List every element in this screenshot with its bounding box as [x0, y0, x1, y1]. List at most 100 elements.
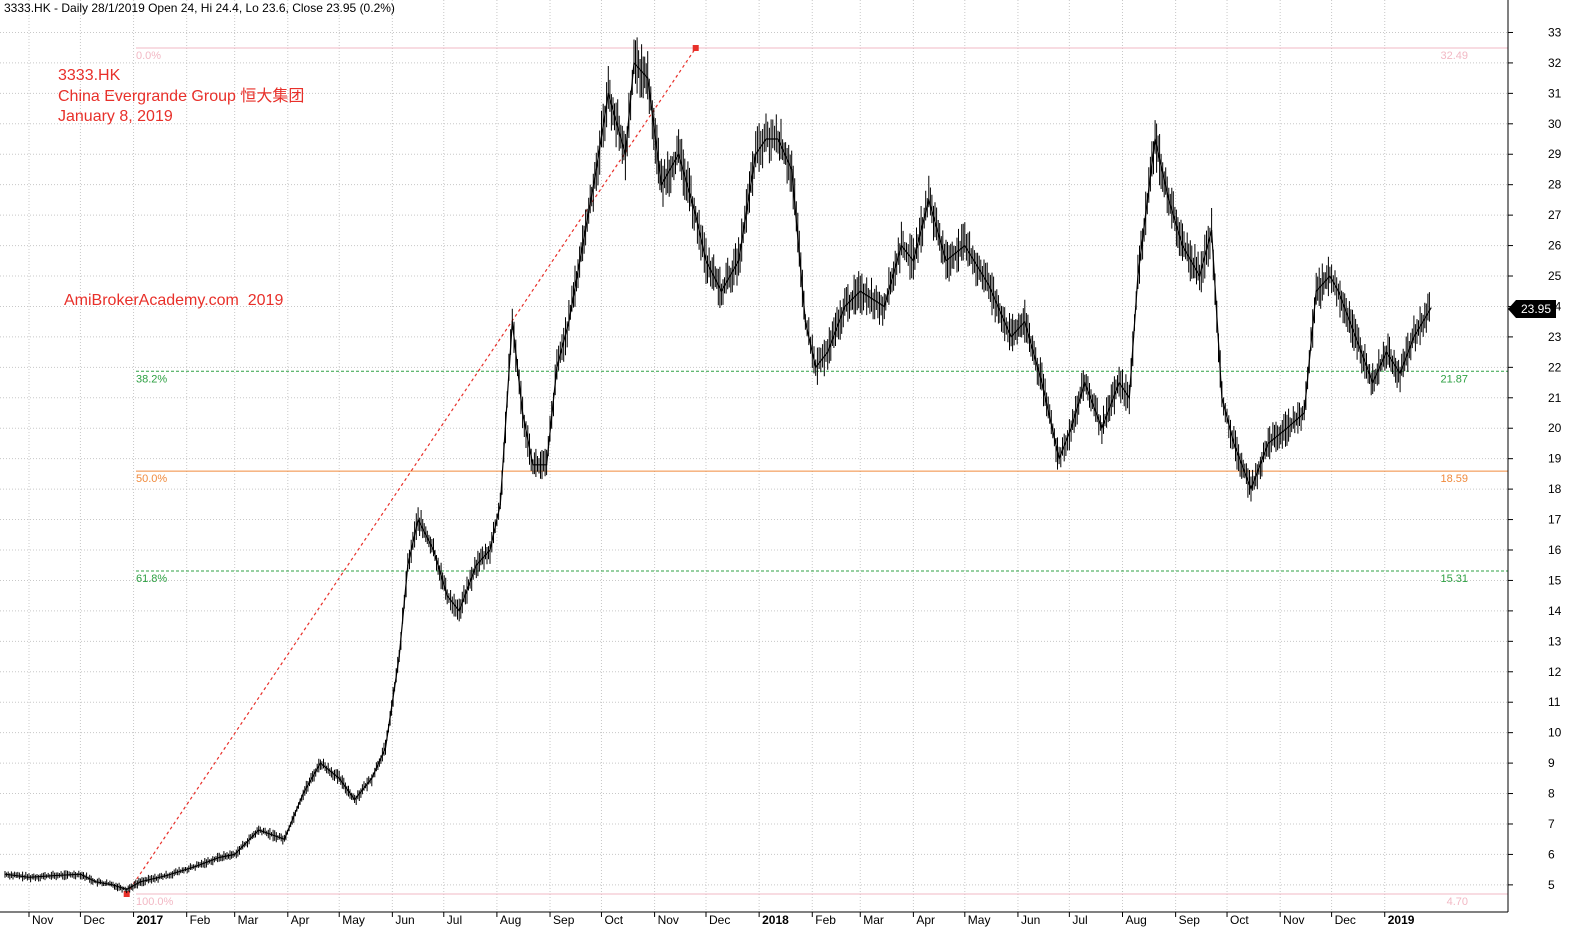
y-tick-label: 18: [1548, 482, 1562, 496]
price-point: [928, 199, 930, 201]
price-point: [1286, 427, 1288, 429]
price-point: [1267, 442, 1269, 445]
y-tick-label: 13: [1548, 634, 1562, 648]
fib-pct-label: 61.8%: [136, 573, 167, 585]
price-point: [28, 876, 30, 878]
price-point: [1084, 381, 1086, 384]
price-point: [1010, 336, 1012, 338]
trendline-start-point: [123, 891, 130, 897]
annotation-date: January 8, 2019: [58, 108, 173, 125]
fibonacci-levels: 0.0% 32.49 38.2% 21.87 50.0% 18.59 61.8% 15.31 1…: [136, 47, 1508, 908]
fib-value-label: 21.87: [1440, 373, 1468, 385]
y-tick-label: 32: [1548, 56, 1562, 70]
x-tick-label: Nov: [1283, 913, 1304, 927]
price-point: [1430, 307, 1432, 309]
y-tick-label: 23: [1548, 330, 1562, 344]
price-point: [777, 138, 779, 140]
y-tick-label: 29: [1548, 147, 1562, 161]
price-point: [532, 464, 534, 466]
price-point: [1250, 488, 1252, 490]
price-point: [417, 518, 419, 521]
y-tick-label: 27: [1548, 208, 1562, 222]
price-point: [95, 881, 97, 883]
x-tick-label: May: [968, 913, 991, 927]
price-point: [283, 838, 285, 840]
y-axis: 5678910111213141516171819202122232425262…: [1508, 25, 1562, 892]
price-point: [1137, 275, 1139, 277]
trendline: [123, 45, 699, 897]
last-price-badge: 23.95: [1508, 300, 1556, 318]
price-point: [126, 888, 128, 891]
watermark-text: AmiBrokerAcademy.com 2019: [64, 292, 283, 309]
x-tick-label: Oct: [604, 913, 623, 927]
price-point: [489, 549, 491, 551]
price-point: [883, 305, 885, 308]
fib-value-label: 18.59: [1440, 473, 1468, 485]
price-point: [319, 762, 321, 764]
price-point: [1354, 336, 1357, 338]
fib-pct-label: 38.2%: [136, 373, 167, 385]
price-point: [556, 366, 558, 368]
price-point: [1303, 412, 1305, 414]
x-tick-label: Feb: [190, 913, 211, 927]
price-point: [458, 610, 460, 612]
annotation-symbol: 3333.HK: [58, 67, 121, 84]
price-point: [546, 464, 548, 466]
price-point: [791, 168, 793, 171]
y-tick-label: 11: [1548, 695, 1561, 709]
price-point: [988, 284, 990, 286]
x-tick-label: Dec: [1335, 913, 1356, 927]
price-point: [595, 168, 597, 171]
price-point: [844, 305, 846, 308]
y-tick-label: 7: [1548, 817, 1555, 831]
price-point: [165, 875, 167, 877]
y-tick-label: 33: [1548, 25, 1562, 39]
price-point: [112, 884, 114, 886]
price-point: [1168, 199, 1170, 201]
y-tick-label: 30: [1548, 117, 1562, 131]
y-tick-label: 22: [1548, 360, 1562, 374]
y-tick-label: 9: [1548, 756, 1555, 770]
y-tick-label: 25: [1548, 269, 1562, 283]
x-tick-label: Mar: [863, 913, 884, 927]
price-point: [765, 138, 767, 140]
y-tick-label: 21: [1548, 391, 1562, 405]
annotation-company: China Evergrande Group 恒大集团: [58, 87, 304, 105]
y-tick-label: 17: [1548, 513, 1562, 527]
price-point: [1070, 427, 1072, 429]
y-tick-label: 28: [1548, 178, 1562, 192]
x-tick-label: Sep: [553, 913, 575, 927]
price-point: [607, 92, 609, 94]
price-point: [581, 244, 584, 247]
x-tick-label: Dec: [709, 913, 730, 927]
price-point: [827, 351, 829, 353]
x-tick-label: Feb: [815, 913, 836, 927]
price-point: [1128, 397, 1130, 399]
price-point: [139, 881, 142, 883]
price-point: [1385, 351, 1388, 353]
price-point: [815, 366, 817, 368]
x-tick-label: Sep: [1179, 913, 1201, 927]
price-point: [1101, 427, 1103, 429]
price-point: [755, 153, 757, 155]
y-tick-label: 14: [1548, 604, 1562, 618]
fib-value-label: 4.70: [1447, 896, 1468, 908]
y-tick-label: 10: [1548, 726, 1562, 740]
price-point: [371, 777, 373, 779]
y-tick-label: 19: [1548, 452, 1562, 466]
price-point: [912, 260, 914, 262]
price-point: [4, 873, 6, 875]
price-point: [1413, 336, 1415, 338]
x-tick-label: Dec: [83, 913, 104, 927]
trendline-segment: [126, 47, 697, 895]
price-point: [1181, 244, 1184, 247]
price-point: [804, 321, 807, 323]
price-point: [900, 244, 902, 247]
y-tick-label: 5: [1548, 878, 1555, 892]
price-point: [1118, 381, 1120, 384]
price-point: [1211, 229, 1213, 231]
fib-pct-label: 50.0%: [136, 473, 167, 485]
y-tick-label: 8: [1548, 787, 1555, 801]
price-point: [737, 260, 740, 262]
